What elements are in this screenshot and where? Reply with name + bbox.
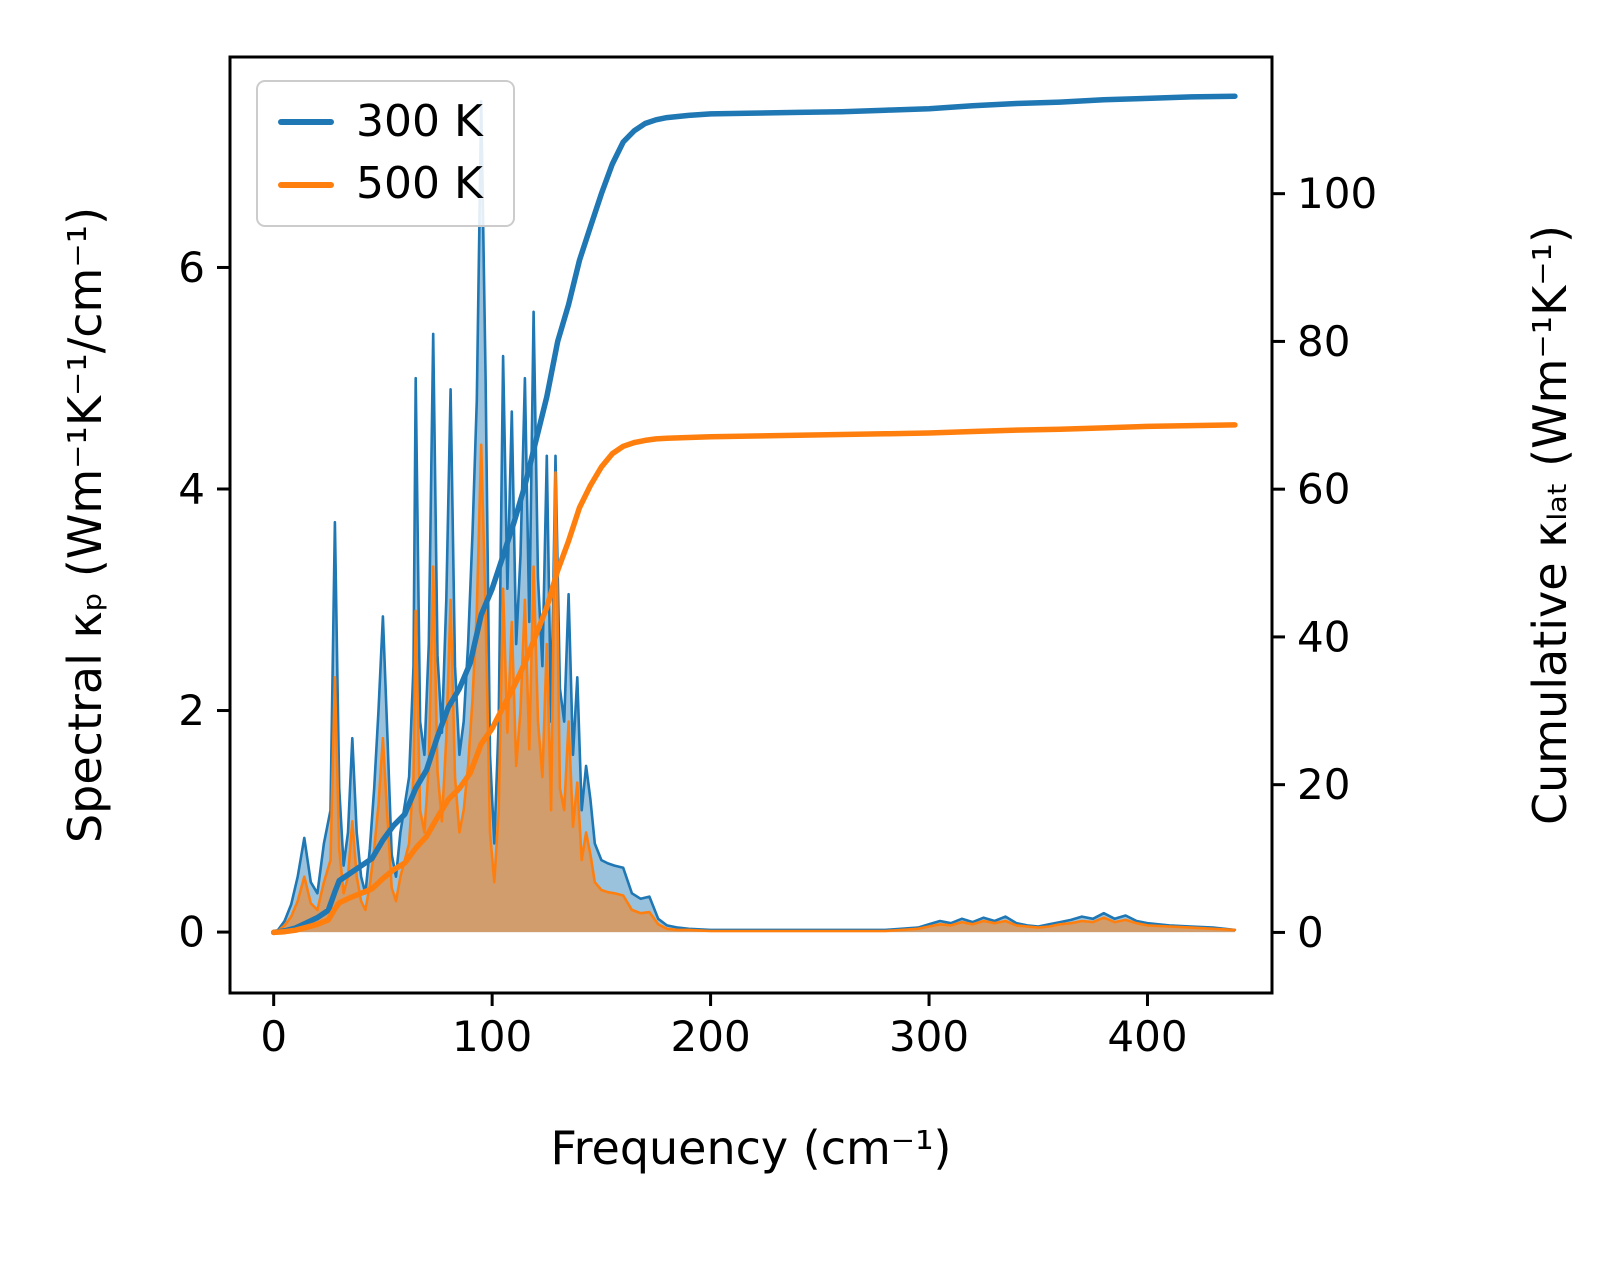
y-axis-label-left: Spectral κₚ (Wm⁻¹K⁻¹/cm⁻¹) [58, 206, 112, 844]
legend-label-500k: 500 K [356, 158, 483, 210]
spectral-fill-300k [278, 101, 1235, 933]
y-right-tick-label: 20 [1297, 760, 1350, 809]
spectral-line-500k [276, 443, 1237, 933]
legend-line-500k [278, 181, 334, 188]
x-tick-label: 200 [671, 1012, 751, 1061]
y-right-tick-label: 100 [1297, 169, 1377, 218]
spectral-fill-500k [278, 444, 1235, 933]
y-left-tick-label: 0 [178, 908, 205, 957]
legend-item-300k: 300 K [278, 96, 483, 147]
cumulative-line-300k [270, 93, 1238, 936]
legend-label-300k: 300 K [356, 96, 483, 147]
x-tick-label: 0 [260, 1012, 287, 1061]
y-axis-label-right: Cumulative κₗₐₜ (Wm⁻¹K⁻¹) [1523, 225, 1577, 825]
data-layer [270, 93, 1238, 936]
legend: 300 K 500 K [256, 80, 515, 227]
y-right-tick-label: 80 [1297, 317, 1350, 366]
cumulative-line-500k [270, 422, 1238, 936]
y-right-tick-label: 60 [1297, 465, 1350, 514]
x-tick-label: 300 [889, 1012, 969, 1061]
y-left-tick-label: 4 [178, 465, 205, 514]
x-tick-label: 400 [1107, 1012, 1187, 1061]
y-left-tick-label: 2 [178, 686, 205, 735]
y-left-tick-label: 6 [178, 243, 205, 292]
legend-item-500k: 500 K [278, 158, 483, 210]
y-right-tick-label: 0 [1297, 908, 1324, 957]
x-tick-label: 100 [452, 1012, 532, 1061]
legend-line-300k [278, 119, 334, 126]
y-right-tick-label: 40 [1297, 612, 1350, 661]
axes-spines [228, 55, 1274, 995]
x-axis-label: Frequency (cm⁻¹) [550, 1121, 952, 1175]
